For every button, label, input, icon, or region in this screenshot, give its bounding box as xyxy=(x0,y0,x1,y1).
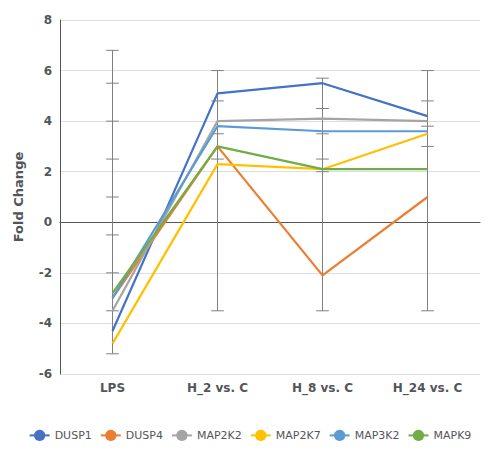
svg-text:-6: -6 xyxy=(39,367,52,381)
svg-text:H_8 vs. C: H_8 vs. C xyxy=(292,381,353,396)
svg-text:DUSP1: DUSP1 xyxy=(55,429,92,442)
svg-text:MAP3K2: MAP3K2 xyxy=(355,429,400,442)
svg-text:-4: -4 xyxy=(39,316,52,330)
svg-text:4: 4 xyxy=(44,114,52,128)
svg-text:8: 8 xyxy=(44,13,52,27)
svg-text:H_2 vs. C: H_2 vs. C xyxy=(187,381,248,396)
svg-text:MAPK9: MAPK9 xyxy=(433,429,471,442)
svg-text:MAP2K7: MAP2K7 xyxy=(276,429,321,442)
svg-text:H_24 vs. C: H_24 vs. C xyxy=(393,381,463,396)
svg-text:-2: -2 xyxy=(39,266,52,280)
svg-text:0: 0 xyxy=(44,215,52,229)
svg-text:2: 2 xyxy=(44,165,52,179)
svg-text:MAP2K2: MAP2K2 xyxy=(197,429,242,442)
svg-text:LPS: LPS xyxy=(100,381,125,395)
svg-text:DUSP4: DUSP4 xyxy=(126,429,163,442)
svg-text:Fold Change: Fold Change xyxy=(11,152,26,243)
svg-text:6: 6 xyxy=(44,64,52,78)
